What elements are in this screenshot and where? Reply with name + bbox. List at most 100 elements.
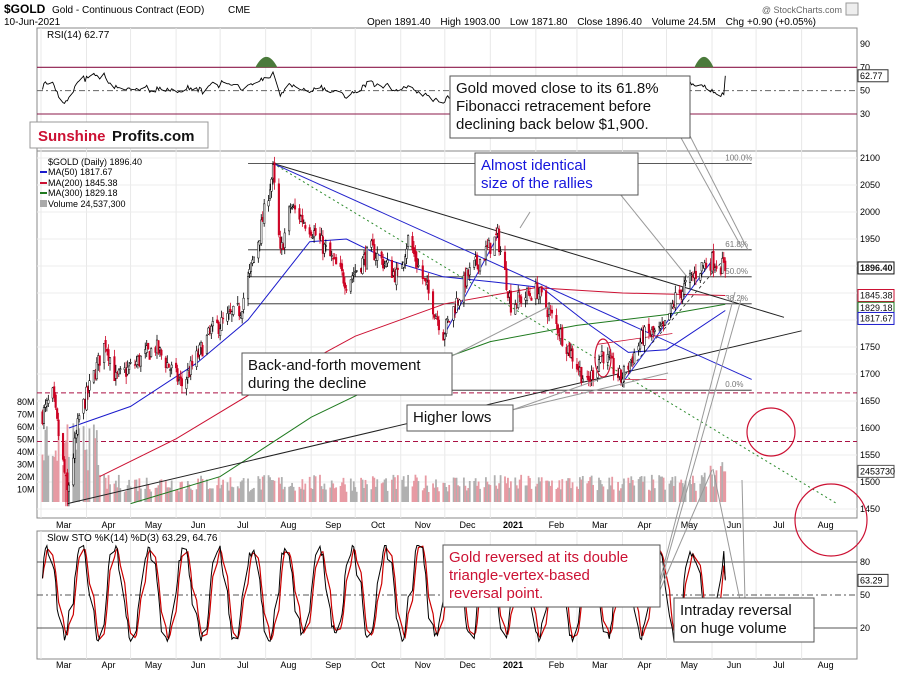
volume-bar [320,486,323,502]
candle-body [108,357,112,364]
volume-bar [144,488,147,502]
price-y-tick: 2100 [860,153,880,163]
volume-y-tick: 60M [17,422,35,432]
x-axis-label-sto: Oct [371,660,386,670]
fib-level-label: 38.2% [725,294,748,303]
candle-body [690,274,693,276]
volume-bar [339,485,342,502]
candle-body [232,306,235,315]
volume-y-tick: 10M [17,485,35,495]
volume-bar [257,476,260,502]
stochastic-layer [41,544,726,644]
volume-bar [601,484,603,502]
candle-body [432,291,435,315]
volume-bar [693,483,696,502]
candle-body [119,368,122,370]
march-low-ellipse [594,338,612,378]
volume-bar [598,477,600,502]
candle-body [117,369,120,375]
volume-bar [617,481,619,502]
volume-bar [351,490,354,502]
candle-body [351,275,354,280]
volume-bar [498,483,501,502]
volume-bar [580,479,583,502]
volume-bar [313,475,316,502]
candle-body [191,361,194,366]
volume-bar [349,478,352,502]
volume-bar [487,484,490,502]
fib-note-callout-frame [449,75,691,139]
volume-bar [197,478,200,502]
candle-body [571,348,574,362]
volume-bar [195,489,198,502]
candle-body [427,279,430,294]
candle-body [647,323,650,333]
candle-body [314,228,317,236]
volume-bar [458,486,461,502]
volume-bar [282,489,285,502]
candle-body [85,386,88,411]
x-axis-label-sto: Mar [56,660,72,670]
volume-bar [280,477,283,502]
volume-bar [649,490,652,502]
volume-bar [386,490,389,502]
volume-bar [606,489,609,502]
candle-body [568,342,571,357]
candle-body [493,236,496,256]
red-small-line-1 [597,333,673,345]
price-y-tick: 1950 [860,234,880,244]
volume-bar [319,474,321,502]
reversal-pointer [659,295,743,586]
candle-body [298,208,301,220]
volume-bar [269,477,271,502]
volume-bar [148,489,151,502]
volume-bar [145,477,148,502]
candle-body [47,399,50,404]
volume-bar [88,428,91,502]
volume-bar [683,486,686,502]
volume-bar [556,487,559,502]
candle-body [619,369,623,383]
candle-body [405,248,408,259]
intraday-pointer [741,479,746,601]
x-axis-label-sto: Mar [592,660,608,670]
price-value-text: 1817.67 [860,313,893,323]
candle-body [476,254,479,266]
candle-body [179,376,182,379]
volume-bar [719,466,722,502]
candle-body [446,318,449,321]
volume-bar [540,477,543,502]
candle-body [633,352,636,364]
back-forth-pointer [449,306,549,358]
candle-body [518,294,521,298]
volume-bar [301,479,304,502]
volume-bar [239,481,242,502]
candle-body [75,433,78,439]
candle-body [157,340,160,354]
volume-bar [539,481,542,502]
candle-body [269,189,272,199]
volume-bar [578,477,581,502]
settings-icon[interactable] [845,2,859,16]
volume-y-tick: 40M [17,447,35,457]
fib-level-label: 0.0% [725,380,743,389]
candle-body [385,261,388,267]
sto-d-line [41,545,726,641]
volume-bar [308,476,311,502]
volume-bar [147,484,150,502]
volume-bar [210,488,213,502]
volume-bar [670,480,672,502]
candle-body [700,262,703,272]
candle-body [525,288,529,301]
candle-body [249,262,253,272]
volume-bar [134,479,136,502]
volume-bar [633,485,636,502]
volume-bar [507,477,509,502]
candle-body [468,267,471,276]
candle-body [722,257,725,263]
x-axis-label-price: Oct [371,520,386,530]
price-value-tag [857,311,895,325]
copyright-label: @ StockCharts.com [762,5,842,15]
